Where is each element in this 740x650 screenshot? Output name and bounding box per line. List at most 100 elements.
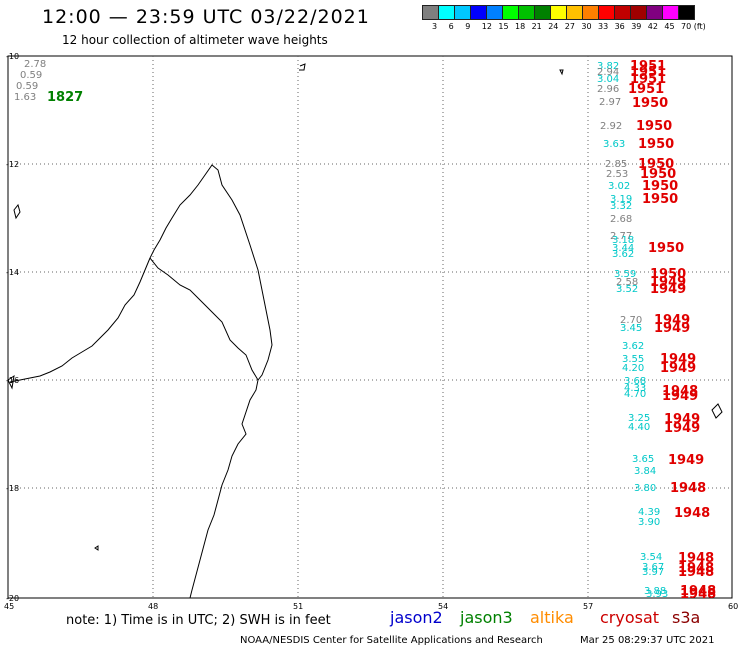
obs-time-label: 1951: [630, 72, 667, 87]
legend-altika: altika: [530, 608, 574, 627]
obs-time-label: 1948: [678, 565, 715, 580]
obs-wave-height: 2.92: [600, 121, 623, 132]
scale-label: 3: [432, 22, 438, 31]
obs-wave-height: 3.62: [622, 341, 645, 352]
obs-wave-height: 3.82: [597, 61, 620, 72]
obs-wave-height: 3.59: [614, 269, 637, 280]
obs-wave-height: 3.55: [622, 354, 645, 365]
obs-wave-height: 2.68: [610, 214, 633, 225]
obs-wave-height: 3.62: [612, 249, 635, 260]
obs-wave-height: 3.93: [646, 589, 669, 600]
scale-label: 42: [647, 22, 658, 31]
obs-wave-height: 3.88: [644, 586, 667, 597]
lon-label: 60: [728, 602, 739, 611]
scale-label: 18: [515, 22, 526, 31]
obs-wave-height: 3.67: [642, 562, 665, 573]
lat-label: -20: [6, 594, 20, 603]
obs-time-label: 1949: [650, 282, 687, 297]
legend-jason3: jason3: [460, 608, 513, 627]
obs-wave-height: 4.20: [622, 363, 645, 374]
obs-time-label: 1950: [650, 267, 687, 282]
lat-label: -10: [6, 52, 20, 61]
obs-wave-height: 4.39: [638, 507, 661, 518]
obs-time-label: 1950: [636, 119, 673, 134]
obs-wave-height: 0.59: [20, 70, 43, 81]
legend-cryosat: cryosat: [600, 608, 660, 627]
legend-s3a: s3a: [672, 608, 701, 627]
obs-wave-height: 3.84: [634, 466, 657, 477]
obs-wave-height: 3.52: [616, 284, 639, 295]
obs-wave-height: 3.32: [610, 201, 633, 212]
obs-wave-height: 4.70: [624, 389, 647, 400]
scale-label: 70 (ft): [681, 22, 706, 31]
obs-time-label: 1950: [642, 179, 679, 194]
obs-time-label: 1951: [630, 59, 667, 74]
scale-swatch: [678, 5, 695, 20]
obs-time-label: 1949: [664, 421, 701, 436]
obs-time-label: 1948: [680, 587, 717, 602]
obs-time-label: 1948: [678, 551, 715, 566]
scale-label: 30: [581, 22, 592, 31]
obs-wave-height: 3.18: [612, 235, 635, 246]
footer-credit: NOAA/NESDIS Center for Satellite Applica…: [240, 635, 543, 646]
footer-timestamp: Mar 25 08:29:37 UTC 2021: [580, 635, 715, 646]
obs-wave-height: 3.68: [624, 376, 647, 387]
color-scale: [422, 5, 695, 20]
scale-label: 21: [531, 22, 542, 31]
scale-label: 33: [598, 22, 609, 31]
scale-label: 39: [631, 22, 642, 31]
obs-time-label: 1949: [660, 361, 697, 376]
lat-label: -18: [6, 484, 20, 493]
legend-jason2: jason2: [390, 608, 443, 627]
obs-wave-height: 3.44: [612, 243, 635, 254]
obs-time-label: 1950: [632, 96, 669, 111]
obs-time-label: 1950: [638, 137, 675, 152]
obs-time-label: 1950: [640, 167, 677, 182]
coastline-madagascar: [7, 63, 723, 599]
scale-label: 24: [548, 22, 559, 31]
scale-label: 15: [498, 22, 509, 31]
obs-wave-height: 3.97: [642, 567, 665, 578]
obs-time-label: 1949: [650, 275, 687, 290]
map-subtitle: 12 hour collection of altimeter wave hei…: [62, 33, 328, 47]
obs-wave-height: 4.40: [628, 422, 651, 433]
obs-wave-height: 3.04: [597, 74, 620, 85]
obs-time-label: 1950: [642, 192, 679, 207]
obs-wave-height: 2.77: [610, 231, 633, 242]
obs-wave-height: 2.78: [24, 59, 47, 70]
obs-wave-height: 3.25: [628, 413, 651, 424]
lat-label: -12: [6, 160, 20, 169]
obs-wave-height: 3.19: [610, 194, 633, 205]
obs-time-label: 1950: [638, 157, 675, 172]
obs-wave-height: 1.63: [14, 92, 37, 103]
lon-label: 45: [4, 602, 15, 611]
obs-wave-height: 3.90: [638, 517, 661, 528]
map-title: 12:00 — 23:59 UTC 03/22/2021: [42, 6, 370, 28]
lon-label: 57: [583, 602, 594, 611]
lon-label: 54: [438, 602, 449, 611]
scale-label: 27: [564, 22, 575, 31]
obs-wave-height: 0.59: [16, 81, 39, 92]
obs-time-label: 1948: [680, 584, 717, 599]
map-frame: [7, 55, 733, 599]
lon-label: 48: [148, 602, 159, 611]
obs-wave-height: 2.53: [606, 169, 629, 180]
obs-time-label: 1949: [654, 321, 691, 336]
obs-wave-height: 3.54: [640, 552, 663, 563]
obs-wave-height: 2.94: [597, 67, 620, 78]
obs-wave-height: 2.70: [620, 315, 643, 326]
obs-wave-height: 2.58: [616, 277, 639, 288]
obs-wave-height: 3.02: [608, 181, 631, 192]
obs-time-label: 1950: [648, 241, 685, 256]
obs-wave-height: 4.33: [624, 383, 647, 394]
obs-time-label: 1949: [668, 453, 705, 468]
footer-note: note: 1) Time is in UTC; 2) SWH is in fe…: [66, 613, 331, 628]
obs-time-label: 1951: [630, 65, 667, 80]
scale-label: 36: [614, 22, 625, 31]
lon-label: 51: [293, 602, 304, 611]
obs-time-label: 1948: [678, 561, 715, 576]
obs-time-label: 1949: [660, 352, 697, 367]
obs-time-label: 1949: [664, 412, 701, 427]
lat-label: -16: [6, 376, 20, 385]
